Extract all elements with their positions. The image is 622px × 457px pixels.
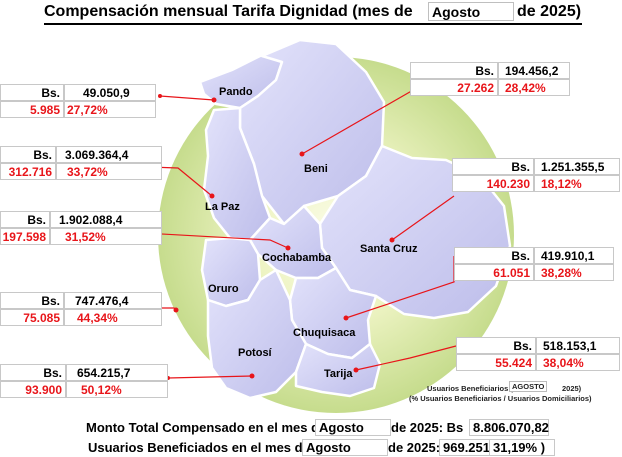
- users-cochabamba: 197.598: [0, 228, 50, 245]
- percent-tarija: 38,04%: [536, 354, 620, 371]
- currency-la-paz: Bs.: [0, 146, 56, 163]
- users-potosi: 93.900: [0, 381, 66, 398]
- legend-line2: (% Usuarios Beneficiarios / Usuarios Dom…: [409, 394, 592, 403]
- percent-chuquisaca: 38,28%: [534, 264, 614, 281]
- legend-line1-suffix: 2025): [562, 384, 582, 393]
- label-santa-cruz: Santa Cruz: [360, 243, 418, 255]
- amount-pando: 49.050,9: [64, 84, 156, 101]
- total-users-month-field: Agosto: [302, 439, 388, 456]
- users-chuquisaca: 61.051: [454, 264, 534, 281]
- users-beni: 27.262: [410, 79, 498, 96]
- total-users-value: 969.251(: [439, 439, 494, 456]
- legend-line1-prefix: Usuarios Beneficiarios (: [427, 384, 513, 393]
- label-la-paz: La Paz: [205, 201, 240, 213]
- label-potosi: Potosí: [238, 347, 272, 359]
- total-users-percent: 31,19% ): [489, 439, 555, 456]
- label-pando: Pando: [219, 86, 253, 98]
- label-chuquisaca: Chuquisaca: [293, 327, 356, 339]
- currency-chuquisaca: Bs.: [454, 247, 534, 264]
- currency-oruro: Bs.: [0, 292, 64, 309]
- title-prefix: Compensación mensual Tarifa Dignidad (me…: [44, 3, 413, 20]
- total-users-suffix: de 2025:: [388, 440, 441, 455]
- label-oruro: Oruro: [208, 283, 239, 295]
- currency-tarija: Bs.: [456, 337, 536, 354]
- currency-potosi: Bs.: [0, 364, 66, 381]
- title-suffix: de 2025): [517, 3, 582, 20]
- percent-pando: 27,72%: [64, 101, 156, 118]
- percent-cochabamba: 31,52%: [50, 228, 162, 245]
- users-pando: 5.985: [0, 101, 64, 118]
- label-cochabamba: Cochabamba: [262, 252, 332, 264]
- total-amount-prefix: Monto Total Compensado en el mes de: [86, 420, 327, 435]
- currency-beni: Bs.: [410, 62, 498, 79]
- region-tarija: [294, 342, 382, 398]
- title-month-field: Agosto: [428, 2, 514, 21]
- amount-cochabamba: 1.902.088,4: [50, 211, 162, 228]
- amount-beni: 194.456,2: [498, 62, 570, 79]
- total-amount-value: 8.806.070,82: [469, 419, 549, 436]
- percent-santa-cruz: 18,12%: [534, 175, 620, 192]
- users-santa-cruz: 140.230: [452, 175, 534, 192]
- label-beni: Beni: [304, 163, 328, 175]
- currency-pando: Bs.: [0, 84, 64, 101]
- amount-potosi: 654.215,7: [66, 364, 168, 381]
- percent-beni: 28,42%: [498, 79, 570, 96]
- title-bar: Compensación mensual Tarifa Dignidad (me…: [0, 2, 622, 25]
- users-tarija: 55.424: [456, 354, 536, 371]
- percent-la-paz: 33,72%: [56, 163, 162, 180]
- amount-chuquisaca: 419.910,1: [534, 247, 614, 264]
- amount-santa-cruz: 1.251.355,5: [534, 158, 620, 175]
- percent-potosi: 50,12%: [66, 381, 168, 398]
- currency-cochabamba: Bs.: [0, 211, 50, 228]
- title-underline: [44, 23, 582, 25]
- currency-santa-cruz: Bs.: [452, 158, 534, 175]
- amount-tarija: 518.153,1: [536, 337, 620, 354]
- users-oruro: 75.085: [0, 309, 64, 326]
- amount-la-paz: 3.069.364,4: [56, 146, 162, 163]
- total-users-prefix: Usuarios Beneficiados en el mes de: [88, 440, 310, 455]
- label-tarija: Tarija: [324, 368, 353, 380]
- users-la-paz: 312.716: [0, 163, 56, 180]
- legend-line1-month: AGOSTO: [509, 381, 548, 392]
- percent-oruro: 44,34%: [64, 309, 162, 326]
- total-amount-suffix: de 2025: Bs: [391, 420, 464, 435]
- total-amount-month-field: Agosto: [315, 419, 391, 436]
- amount-oruro: 747.476,4: [64, 292, 162, 309]
